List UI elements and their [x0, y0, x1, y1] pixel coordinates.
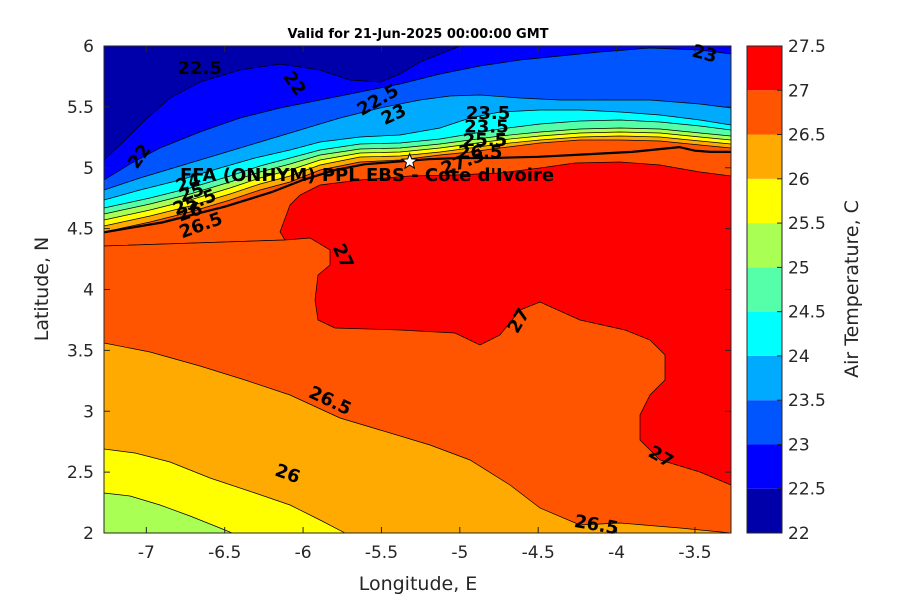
y-tick-label: 5.5: [67, 98, 94, 118]
y-tick-label: 6: [83, 37, 94, 57]
colorbar-tick-label: 25: [788, 258, 810, 278]
y-tick-label: 5: [83, 159, 94, 179]
x-tick-label: -3.5: [678, 543, 711, 563]
colorbar-swatch: [747, 355, 782, 401]
y-tick-label: 4.5: [67, 220, 94, 240]
colorbar: 22 22.5 23 23.5 24 24.5 25 25.5 26 26.5 27 27.5: [746, 37, 826, 544]
colorbar-label: Air Temperature, C: [841, 200, 863, 378]
colorbar-swatch: [747, 444, 782, 489]
x-axis: -7 -6.5 -6 -5.5 -5 -4.5 -4 -3.5: [138, 46, 712, 563]
colorbar-swatch: [747, 267, 782, 312]
colorbar-tick-label: 25.5: [788, 214, 826, 234]
contour-label: 22.5: [177, 58, 221, 79]
y-tick-label: 3.5: [67, 341, 94, 361]
colorbar-swatch: [747, 223, 782, 268]
colorbar-frame: [746, 45, 783, 534]
contour-label: 25.5: [463, 130, 507, 151]
x-tick-label: -6: [295, 543, 312, 563]
colorbar-tick-label: 24.5: [788, 303, 826, 323]
colorbar-swatch: [747, 90, 782, 135]
x-tick-label: -4: [608, 543, 625, 563]
band-22-5-north: [104, 46, 731, 181]
y-tick-label: 2.5: [67, 463, 94, 483]
colorbar-tick-label: 22: [788, 524, 810, 544]
colorbar-swatch: [747, 311, 782, 356]
band-25: [104, 492, 233, 533]
y-tick-label: 4: [83, 281, 94, 301]
colorbar-swatch: [747, 400, 782, 445]
band-26: [104, 342, 731, 533]
colorbar-tick-label: 27.5: [788, 37, 826, 57]
y-axis: 22.533.544.555.56: [67, 37, 731, 544]
colorbar-tick-label: 23.5: [788, 391, 826, 411]
colorbar-tick-label: 26: [788, 170, 810, 190]
x-tick-label: -5: [451, 543, 468, 563]
x-tick-label: -7: [138, 543, 155, 563]
chart-title: Valid for 21-Jun-2025 00:00:00 GMT: [288, 27, 549, 42]
site-annotation: FFA (ONHYM) PPL EBS - Cote d'Ivoire: [180, 152, 554, 186]
colorbar-swatch: [747, 178, 782, 224]
y-axis-label: Latitude, N: [31, 237, 53, 342]
colorbar-tick-label: 22.5: [788, 480, 826, 500]
site-marker-star-icon: [400, 152, 419, 170]
x-tick-label: -6.5: [208, 543, 241, 563]
colorbar-swatch: [747, 46, 782, 91]
x-axis-label: Longitude, E: [359, 573, 478, 595]
colorbar-swatch: [747, 488, 782, 533]
contour-label: 23.5: [466, 103, 510, 124]
colorbar-swatch: [747, 134, 782, 179]
site-label: FFA (ONHYM) PPL EBS - Cote d'Ivoire: [180, 165, 554, 186]
contour-field: [104, 46, 731, 533]
y-tick-label: 3: [83, 402, 94, 422]
x-tick-label: -5.5: [365, 543, 398, 563]
colorbar-tick-label: 26.5: [788, 126, 826, 146]
y-tick-label: 2: [83, 524, 94, 544]
colorbar-tick-label: 24: [788, 347, 810, 367]
colorbar-tick-label: 27: [788, 81, 810, 101]
colorbar-tick-label: 23: [788, 435, 810, 455]
contour-label: 26.5: [458, 142, 502, 163]
contour-label: 23.5: [464, 117, 508, 138]
band-22-north: [104, 46, 461, 161]
x-tick-label: -4.5: [522, 543, 555, 563]
pipeline-track: [104, 145, 731, 234]
